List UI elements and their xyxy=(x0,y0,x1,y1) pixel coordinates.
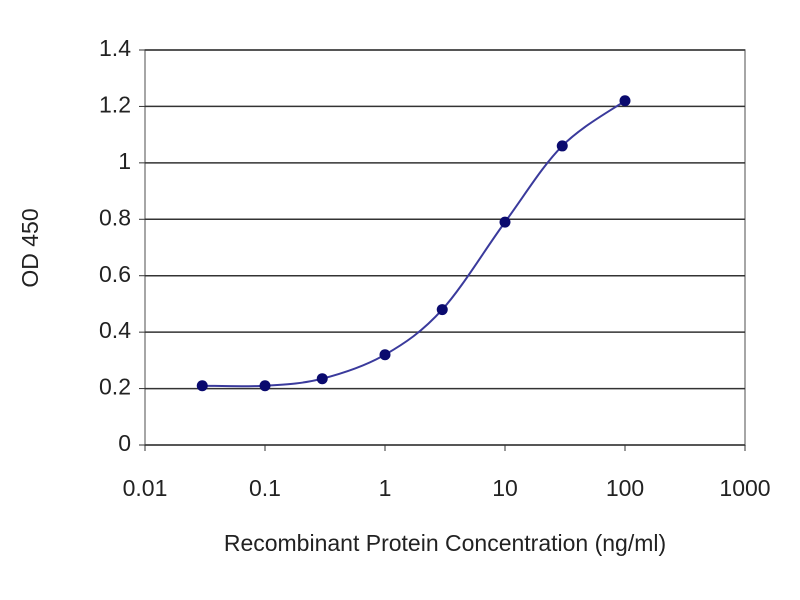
data-point xyxy=(379,349,391,361)
y-tick-label: 0.2 xyxy=(99,374,131,400)
data-point xyxy=(556,140,568,152)
plot-area xyxy=(144,49,746,446)
x-tick-label: 0.01 xyxy=(123,475,168,501)
y-tick-label: 0 xyxy=(118,430,131,456)
x-tick-label: 10 xyxy=(492,475,518,501)
x-tick-label: 1000 xyxy=(719,475,770,501)
x-tick-label: 100 xyxy=(606,475,644,501)
data-point xyxy=(499,216,511,228)
data-point xyxy=(436,304,448,316)
y-tick-label: 1.4 xyxy=(99,35,131,61)
y-tick-label: 0.8 xyxy=(99,204,131,230)
data-point xyxy=(196,380,208,392)
y-tick-label: 1.2 xyxy=(99,92,131,118)
y-tick-label: 0.4 xyxy=(99,317,131,343)
y-axis-label: OD 450 xyxy=(17,208,43,287)
x-axis-label: Recombinant Protein Concentration (ng/ml… xyxy=(224,530,666,556)
y-tick-label: 1 xyxy=(118,148,131,174)
data-point xyxy=(316,373,328,385)
data-line xyxy=(202,99,626,388)
x-tick-label: 1 xyxy=(379,475,392,501)
y-tick-label: 0.6 xyxy=(99,261,131,287)
x-tick-label: 0.1 xyxy=(249,475,281,501)
data-point xyxy=(619,95,631,107)
data-point xyxy=(259,380,271,392)
